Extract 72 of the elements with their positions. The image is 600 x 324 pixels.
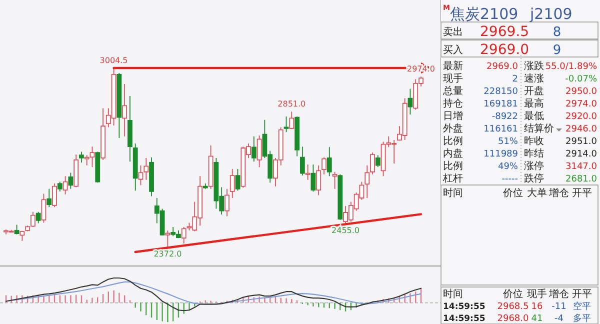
text: 最新 [443, 60, 463, 72]
text: ----- [502, 174, 518, 184]
text: 时间 [443, 288, 463, 300]
annotation: 3004.5 [100, 56, 128, 65]
text: 16 [531, 302, 543, 312]
text: -0.07% [565, 74, 598, 84]
text: 比例 [443, 160, 463, 172]
text: 杠杆 [442, 172, 463, 184]
text: 价位 [502, 187, 523, 199]
annotation: 2372.0 [154, 250, 182, 259]
annotation: 2455.0 [332, 226, 360, 236]
text: 日增 [443, 110, 463, 122]
text: 2681.0 [566, 174, 598, 184]
text: 现手 [527, 288, 547, 300]
text: 169181 [484, 100, 518, 110]
text: 228150 [484, 87, 518, 97]
text: 时间 [443, 187, 463, 199]
text: 2974.0 [566, 100, 598, 110]
text: -4 [554, 314, 564, 324]
text: 大单 [527, 187, 547, 199]
text: 内盘 [443, 148, 463, 160]
text: 14:59:55 [443, 302, 486, 312]
text: 开平 [572, 188, 592, 199]
text: 总量 [442, 85, 463, 97]
text: 速涨 [524, 72, 544, 84]
text: -8922 [492, 112, 518, 122]
text: 外盘 [443, 122, 463, 134]
text: 买入 [443, 44, 463, 56]
text: 2968.5 [497, 302, 529, 312]
text: 增仓 [548, 288, 569, 300]
text: 涨跌 [524, 60, 544, 72]
text: 持仓 [443, 98, 463, 110]
text: 多平 [573, 313, 591, 324]
text: 2946.0 [566, 124, 598, 134]
text: 跌停 [524, 172, 544, 184]
text: 2920.0 [566, 112, 598, 122]
text: -11 [552, 302, 566, 312]
text: 焦炭2109 [450, 5, 518, 23]
text: 111989 [484, 150, 518, 160]
text: j2109 [529, 5, 572, 23]
text: 2950.0 [566, 87, 598, 97]
text: 2968.0 [497, 314, 530, 324]
text: 2914.0 [566, 150, 598, 160]
text: 2969.0 [486, 62, 518, 72]
text: 开平 [572, 289, 592, 300]
text: 2969.5 [480, 24, 529, 40]
text: 55.0/1.89% [545, 62, 598, 72]
text: 14:59:55 [443, 314, 486, 324]
text: 昨结 [524, 148, 544, 160]
text: 比例 [443, 135, 463, 147]
text: 9 [552, 43, 562, 58]
text: 现手 [443, 72, 463, 84]
text: 空平 [573, 301, 591, 312]
text: 结算价 [524, 122, 554, 134]
text: 41 [531, 314, 543, 324]
text: 增仓 [548, 187, 569, 199]
text: 开盘 [524, 85, 544, 97]
text: 51% [498, 137, 518, 147]
text: 2969.0 [480, 42, 529, 58]
text: 卖出 [443, 26, 463, 38]
text: 涨停 [524, 160, 544, 172]
text: 最低 [524, 111, 544, 122]
text: 最高 [524, 98, 544, 110]
text: 3147.0 [566, 162, 598, 172]
text: 49% [498, 162, 518, 172]
text: 昨收 [524, 135, 544, 147]
text: 2 [512, 74, 518, 84]
text: 116161 [484, 124, 518, 134]
text: 价位 [502, 288, 523, 300]
annotation: 2851.0 [278, 100, 306, 109]
text: 2951.0 [566, 137, 598, 147]
text: 8 [552, 25, 562, 40]
